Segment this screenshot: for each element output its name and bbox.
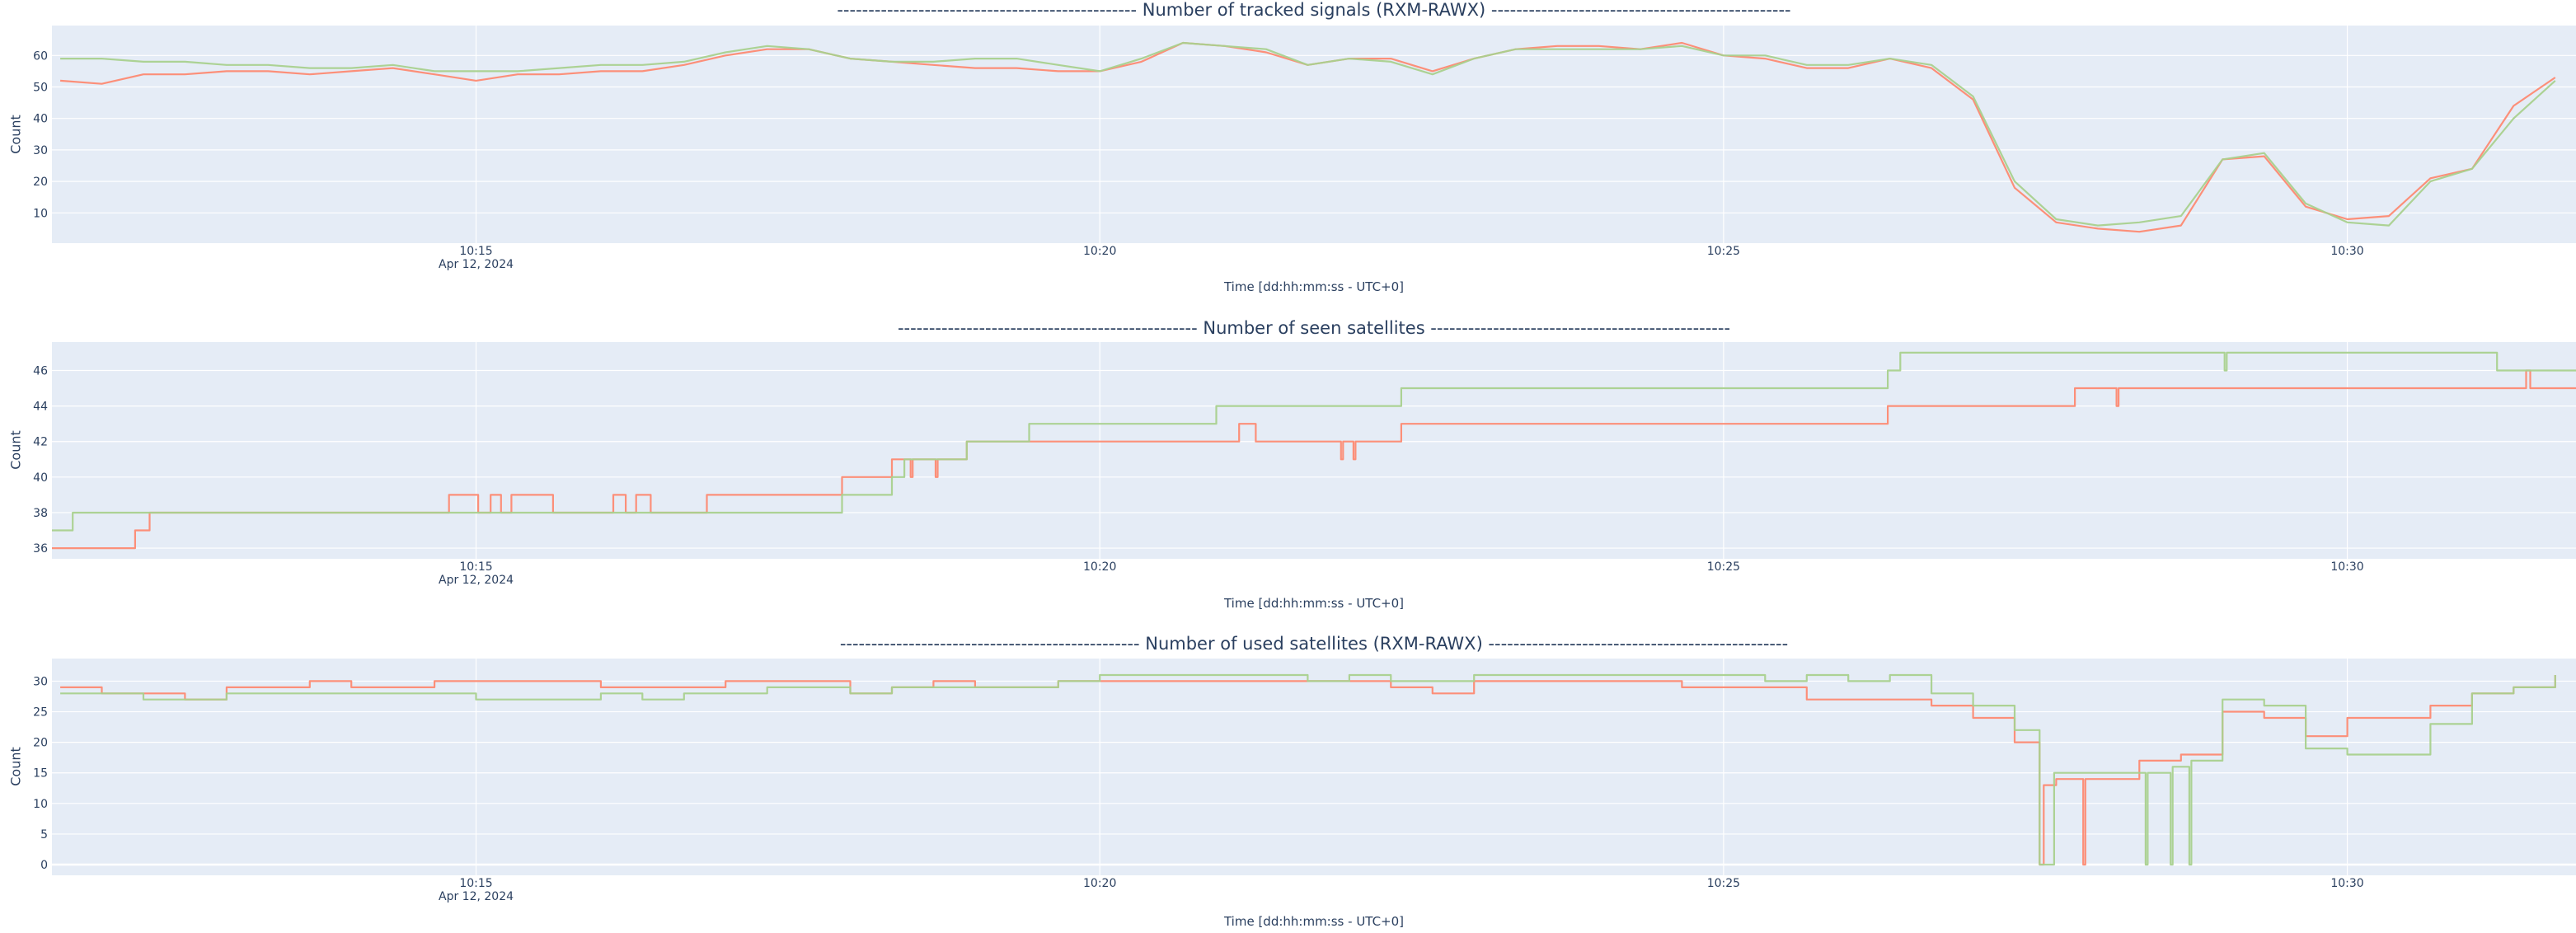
y-tick-label: 60 <box>33 49 48 63</box>
x-tick-label: 10:20 <box>1083 877 1116 890</box>
plot-area <box>52 342 2576 559</box>
x-tick-label: 10:15 <box>459 245 492 258</box>
plot-area <box>52 659 2576 875</box>
y-tick-label: 38 <box>33 507 48 520</box>
chart-3-y-axis-title: Count <box>7 747 24 786</box>
series-line-1 <box>52 369 2576 550</box>
y-tick-label: 40 <box>33 471 48 485</box>
x-tick-label: 10:20 <box>1083 560 1116 574</box>
y-tick-label: 10 <box>33 798 48 811</box>
chart-2-x-axis-title: Time [dd:hh:mm:ss - UTC+0] <box>1223 596 1405 611</box>
plot-area <box>52 26 2576 243</box>
series-line-2 <box>52 351 2576 532</box>
series-line-2 <box>60 673 2556 866</box>
y-tick-label: 30 <box>33 675 48 688</box>
x-tick-label: 10:25 <box>1707 560 1740 574</box>
x-tick-label: 10:30 <box>2330 245 2363 258</box>
x-tick-label: 10:20 <box>1083 245 1116 258</box>
y-tick-label: 36 <box>33 542 48 556</box>
x-tick-label: 10:15 <box>459 560 492 574</box>
y-tick-label: 44 <box>33 401 48 414</box>
chart-3-x-axis-title: Time [dd:hh:mm:ss - UTC+0] <box>1223 914 1405 929</box>
chart-1-title: ----------------------------------------… <box>837 0 1791 20</box>
y-tick-label: 20 <box>33 176 48 189</box>
x-date-label: Apr 12, 2024 <box>439 258 514 271</box>
series-line-2 <box>60 41 2556 227</box>
x-tick-label: 10:15 <box>459 877 492 890</box>
y-tick-label: 30 <box>33 144 48 157</box>
y-tick-label: 50 <box>33 82 48 95</box>
y-tick-label: 20 <box>33 737 48 750</box>
x-date-label: Apr 12, 2024 <box>439 890 514 903</box>
y-tick-label: 10 <box>33 207 48 220</box>
x-tick-label: 10:30 <box>2330 877 2363 890</box>
y-tick-label: 46 <box>33 364 48 377</box>
x-tick-label: 10:30 <box>2330 560 2363 574</box>
y-tick-label: 42 <box>33 436 48 449</box>
y-tick-label: 40 <box>33 113 48 126</box>
y-tick-label: 25 <box>33 706 48 720</box>
chart-1-y-axis-title: Count <box>7 115 24 154</box>
x-date-label: Apr 12, 2024 <box>439 574 514 587</box>
chart-3-title: ----------------------------------------… <box>839 634 1789 654</box>
y-tick-label: 5 <box>40 828 48 842</box>
chart-1-x-axis-title: Time [dd:hh:mm:ss - UTC+0] <box>1223 279 1405 294</box>
x-tick-label: 10:25 <box>1707 877 1740 890</box>
y-tick-label: 15 <box>33 767 48 781</box>
chart-2-y-axis-title: Count <box>7 430 24 470</box>
chart-2-title: ----------------------------------------… <box>897 318 1731 338</box>
x-tick-label: 10:25 <box>1707 245 1740 258</box>
y-tick-label: 0 <box>40 859 48 872</box>
